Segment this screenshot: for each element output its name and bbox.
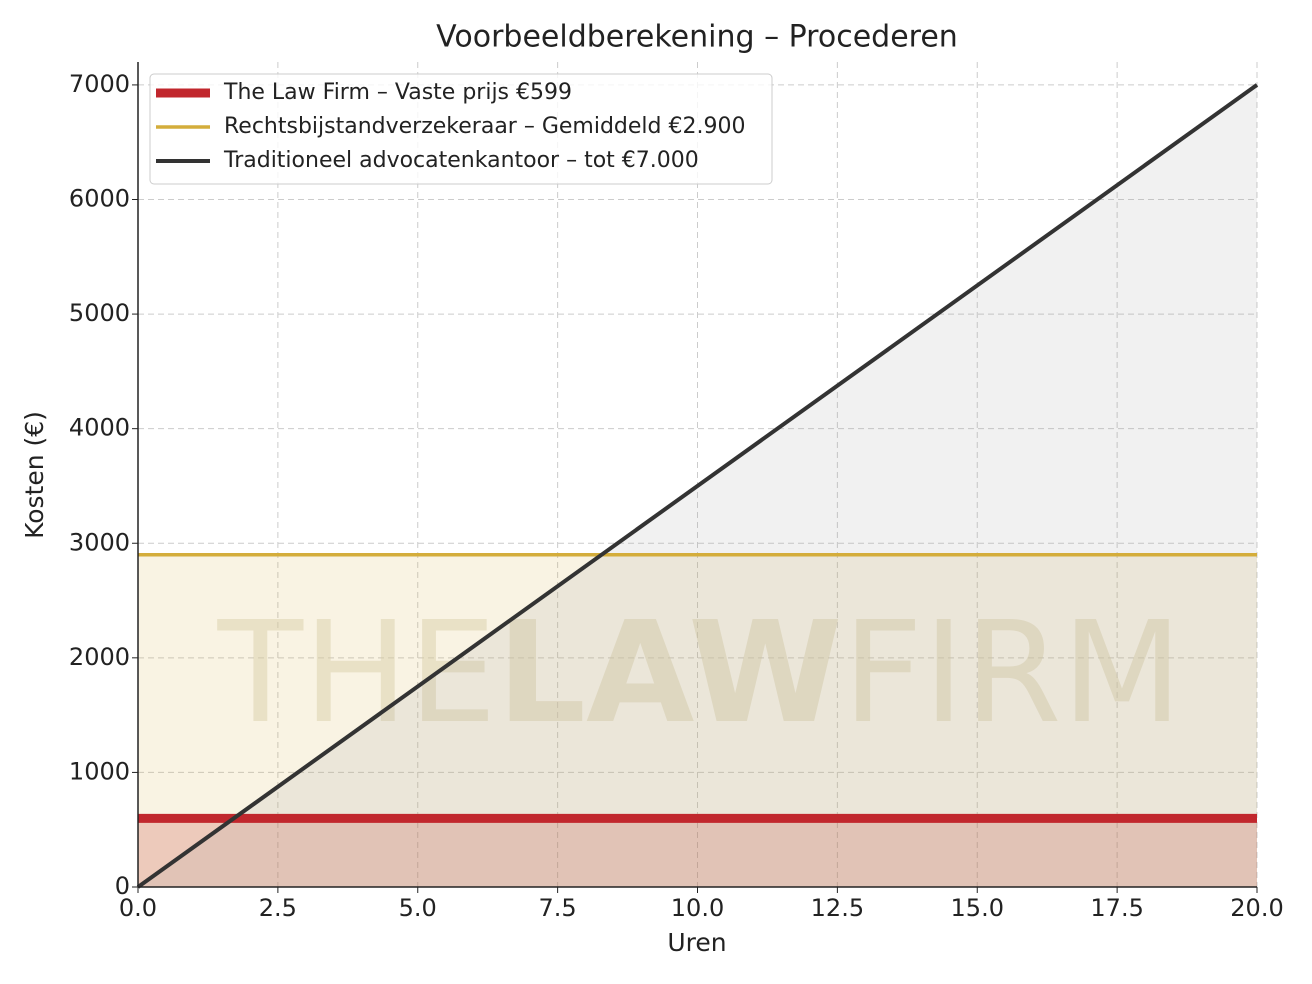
watermark-part: THE [217, 592, 497, 755]
legend-box [149, 73, 773, 185]
watermark: THELAWFIRM [217, 592, 1183, 755]
x-tick-label: 7.5 [539, 894, 577, 922]
line [136, 83, 1259, 889]
area [138, 554, 1257, 887]
y-tick-label: 4000 [69, 414, 130, 442]
y-tick-label: 6000 [69, 185, 130, 213]
x-tick-label: 0.0 [119, 894, 157, 922]
legend-label: The Law Firm – Vaste prijs €599 [223, 80, 572, 105]
y-tick-label: 2000 [69, 643, 130, 671]
watermark-part: FIRM [843, 592, 1183, 755]
x-tick-label: 17.5 [1090, 894, 1143, 922]
x-tick-label: 20.0 [1230, 894, 1283, 922]
x-tick-label: 5.0 [399, 894, 437, 922]
x-tick-label: 2.5 [259, 894, 297, 922]
area [138, 818, 1257, 887]
legend: The Law Firm – Vaste prijs €599 Rechtsbij… [149, 73, 773, 185]
x-tick-label: 10.0 [671, 894, 724, 922]
x-tick-label: 15.0 [951, 894, 1004, 922]
y-axis-label: Kosten (€) [20, 411, 49, 539]
x-axis-label: Uren [667, 928, 726, 957]
y-tick-label: 7000 [69, 70, 130, 98]
watermark-part: LAW [497, 592, 843, 755]
chart-title: Voorbeeldberekening – Procederen [436, 20, 958, 55]
y-tick-label: 5000 [69, 299, 130, 327]
y-tick-label: 0 [115, 872, 130, 900]
x-tick-label: 12.5 [811, 894, 864, 922]
y-tick-label: 3000 [69, 528, 130, 556]
legend-label: Traditioneel advocatenkantoor – tot €7.0… [223, 148, 699, 173]
legend-label: Rechtsbijstandverzekeraar – Gemiddeld €2… [224, 114, 745, 139]
y-tick-label: 1000 [69, 757, 130, 785]
